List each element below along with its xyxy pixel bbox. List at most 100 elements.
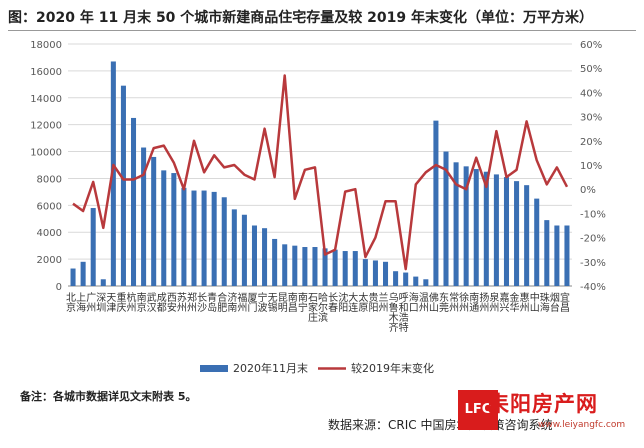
x-tick-label: 东莞 [437, 291, 449, 313]
x-tick-label: 长沙 [195, 292, 207, 312]
bar [141, 147, 147, 286]
bar [70, 268, 76, 286]
y-left-tick-label: 10000 [30, 148, 62, 159]
bar [453, 162, 459, 286]
x-tick-label: 沈阳 [336, 291, 348, 312]
y-right-tick-label: 40% [580, 88, 602, 99]
x-tick-label: 南宁 [295, 291, 307, 312]
bar [221, 197, 227, 286]
x-tick-label: 苏州 [174, 291, 186, 312]
bar [544, 220, 550, 286]
y-left-tick-label: 0 [56, 282, 62, 293]
bar [100, 279, 106, 286]
x-tick-label: 武汉 [144, 291, 156, 313]
bar [171, 173, 177, 286]
x-tick-label: 成都 [154, 292, 166, 313]
y-right-tick-label: 50% [580, 64, 602, 75]
chart-title: 图：2020 年 11 月末 50 个城市新建商品住宅存量及较 2019 年末变… [8, 10, 594, 26]
x-tick-label: 大连 [346, 291, 358, 313]
bar [362, 259, 368, 286]
x-tick-label: 太原 [356, 291, 368, 312]
bar [251, 225, 257, 286]
x-tick-label: 济南 [225, 291, 237, 312]
x-tick-label: 金华 [507, 291, 519, 313]
bar [383, 261, 389, 286]
bar [120, 85, 126, 286]
x-tick-label: 扬州 [477, 291, 489, 312]
bar [312, 247, 318, 286]
y-axis-left: 0 2000 4000 6000 8000 10000 12000 14000 16000 180… [30, 40, 62, 293]
y-left-tick-label: 14000 [30, 94, 62, 105]
bar [443, 151, 449, 286]
x-tick-label: 无锡 [265, 292, 277, 313]
x-tick-label: 泉州 [487, 291, 499, 312]
y-right-tick-label: -10% [580, 209, 606, 220]
x-tick-label: 石家庄 [305, 292, 317, 323]
bar [493, 174, 499, 286]
y-left-tick-label: 2000 [37, 255, 62, 266]
x-tick-label: 重庆 [114, 291, 126, 313]
bar [80, 261, 86, 286]
y-right-tick-label: -30% [580, 258, 606, 269]
y-axis-right: -40% -30% -20% -10% 0% 10% 20% 30% 40% 50% 60% [580, 40, 606, 293]
bar [433, 120, 439, 286]
y-right-tick-label: 60% [580, 40, 602, 51]
x-tick-label: 上海 [74, 292, 86, 313]
bar [292, 245, 298, 286]
bar [413, 276, 419, 286]
bar [473, 169, 479, 286]
x-tick-label: 佛山 [426, 291, 438, 312]
bar [201, 190, 207, 286]
legend-bar-swatch [200, 365, 228, 372]
bar [403, 272, 409, 286]
bar [181, 187, 187, 286]
bar [483, 171, 489, 286]
x-tick-label: 兰州 [376, 291, 388, 312]
x-tick-label: 烟台 [547, 291, 559, 313]
y-left-tick-label: 6000 [37, 201, 62, 212]
y-right-tick-label: 20% [580, 137, 602, 148]
x-tick-label: 惠州 [517, 291, 529, 312]
bar [90, 208, 96, 286]
y-left-tick-label: 18000 [30, 40, 62, 51]
x-tick-label: 西安 [164, 292, 176, 313]
bar [131, 117, 137, 286]
x-tick-label: 常州 [447, 291, 459, 312]
x-tick-label: 天津 [104, 292, 116, 313]
x-tick-label: 宁波 [255, 291, 267, 313]
legend-bar-label: 2020年11月末 [233, 361, 308, 375]
change-line [72, 74, 569, 271]
bar [514, 181, 520, 286]
footnote: 备注：各城市数据详见文末附表 5。 [20, 390, 197, 403]
x-tick-label: 合肥 [215, 291, 227, 313]
bar-series [70, 61, 570, 286]
bar [262, 228, 268, 286]
bar [564, 225, 570, 286]
bar [503, 177, 509, 286]
bar [463, 166, 469, 286]
bar [534, 198, 540, 286]
x-tick-label: 深圳 [94, 292, 106, 312]
y-left-tick-label: 4000 [37, 228, 62, 239]
logo-url: www.leiyangfc.com [538, 420, 626, 430]
bar [393, 271, 399, 286]
x-tick-label: 南通 [467, 291, 479, 312]
bar [241, 214, 247, 286]
logo-text: 耒阳房产网 [488, 392, 598, 416]
bar [231, 209, 237, 286]
x-tick-label: 青岛 [205, 291, 217, 313]
y-right-tick-label: 0% [580, 185, 596, 196]
bar [110, 61, 116, 286]
x-tick-label: 乌鲁木齐 [386, 291, 398, 333]
x-tick-label: 温州 [416, 292, 428, 312]
bar [342, 251, 348, 286]
bar [151, 156, 157, 286]
x-tick-label: 广州 [84, 292, 96, 312]
bar [352, 251, 358, 286]
combo-chart: 0 2000 4000 6000 8000 10000 12000 14000 16000 180… [30, 40, 606, 375]
y-right-tick-label: 10% [580, 161, 602, 172]
x-tick-label: 珠海 [537, 291, 549, 313]
logo-badge: LFC [458, 390, 498, 430]
x-tick-label: 昆明 [275, 292, 287, 313]
x-tick-label: 嘉兴 [497, 291, 509, 313]
